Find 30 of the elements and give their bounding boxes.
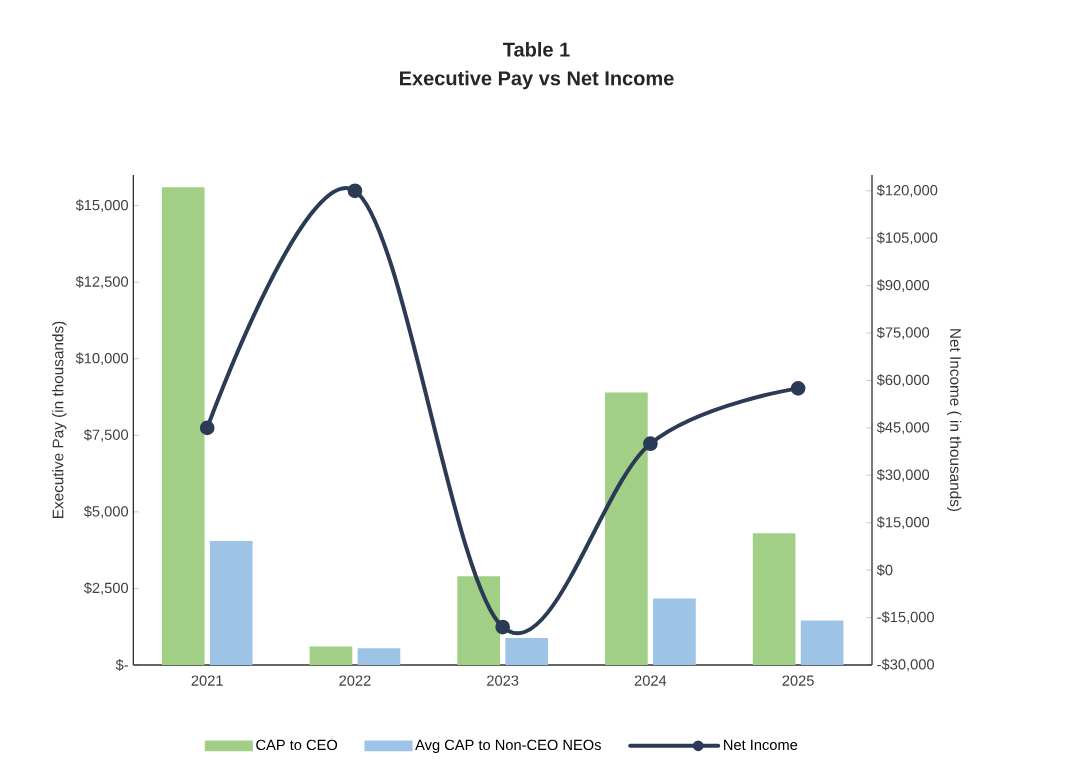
y2-tick-label: $0: [876, 564, 893, 577]
y-tick-label: $7,500: [83, 428, 129, 442]
y-tick-label: $5,000: [83, 505, 129, 519]
y2-tick-label: $120,000: [876, 184, 938, 198]
x-tick-label: 2025: [782, 675, 814, 686]
y2-tick-label: $75,000: [876, 326, 930, 340]
y2-axis-title: Net Income ( in thousands): [947, 329, 962, 512]
chart-title: Table 1: [503, 41, 570, 57]
x-tick-label: 2022: [339, 675, 371, 686]
y2-tick-label: -$30,000: [877, 658, 935, 672]
y-tick-label: $2,500: [83, 582, 129, 595]
x-tick-label: 2024: [634, 675, 667, 686]
y2-tick-label: $15,000: [876, 516, 930, 530]
y2-tick-label: $60,000: [876, 374, 930, 387]
y2-tick-label: $45,000: [876, 421, 930, 435]
y2-tick-label: $90,000: [876, 279, 930, 292]
y-tick-label: $15,000: [75, 199, 129, 212]
x-tick-label: 2021: [191, 675, 223, 686]
y-tick-label: $-: [115, 659, 128, 671]
x-tick-label: 2023: [487, 675, 519, 686]
legend-label: Avg CAP to Non-CEO NEOs: [415, 739, 601, 753]
legend-label: Net Income: [724, 739, 798, 751]
chart-subtitle: Executive Pay vs Net Income: [400, 70, 674, 90]
y2-tick-label: $105,000: [876, 231, 938, 245]
y2-tick-label: -$15,000: [877, 611, 935, 624]
y-axis-title: Executive Pay (in thousands): [52, 321, 67, 519]
y-tick-label: $10,000: [75, 352, 129, 366]
y-tick-label: $12,500: [75, 275, 129, 289]
y2-tick-label: $30,000: [876, 468, 930, 482]
legend-label: CAP to CEO: [256, 739, 338, 751]
